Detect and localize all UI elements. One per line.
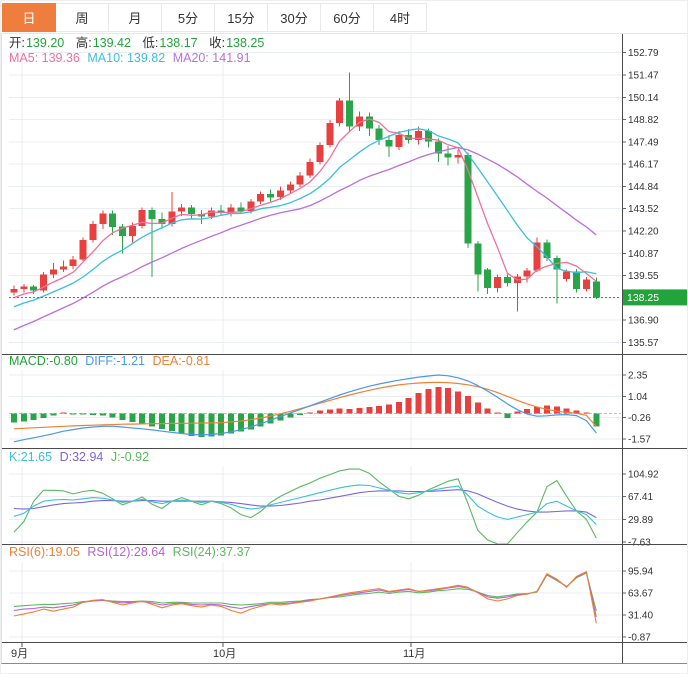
- tab-4hour[interactable]: 4时: [373, 3, 427, 32]
- tab-daily[interactable]: 日: [2, 3, 56, 32]
- svg-text:-7.63: -7.63: [628, 538, 651, 549]
- svg-text:139.55: 139.55: [628, 271, 659, 282]
- svg-text:9月: 9月: [11, 648, 28, 660]
- kdj-panel: 104.92 67.41 29.89 -7.63: [13, 468, 659, 549]
- svg-text:10月: 10月: [213, 648, 236, 660]
- panel-separators: [1, 34, 687, 664]
- svg-text:148.82: 148.82: [628, 115, 659, 126]
- tab-monthly[interactable]: 月: [108, 3, 162, 32]
- macd-panel: 2.35 1.04 -0.26 -1.57: [9, 371, 651, 445]
- current-price-line: 138.25: [9, 289, 687, 306]
- svg-text:144.84: 144.84: [628, 182, 659, 193]
- tab-30min[interactable]: 30分: [267, 3, 321, 32]
- svg-text:135.57: 135.57: [628, 338, 659, 349]
- svg-text:104.92: 104.92: [628, 470, 659, 481]
- svg-text:-1.57: -1.57: [628, 434, 651, 445]
- svg-text:-0.87: -0.87: [628, 633, 651, 644]
- svg-text:95.94: 95.94: [628, 567, 653, 578]
- svg-text:1.04: 1.04: [628, 392, 648, 403]
- svg-text:136.90: 136.90: [628, 316, 659, 327]
- svg-text:146.17: 146.17: [628, 160, 659, 171]
- svg-text:67.41: 67.41: [628, 492, 653, 503]
- rsi-panel: 95.94 63.67 31.40 -0.87: [13, 567, 653, 644]
- svg-text:29.89: 29.89: [628, 515, 653, 526]
- svg-text:152.79: 152.79: [628, 48, 659, 59]
- tab-60min[interactable]: 60分: [320, 3, 374, 32]
- svg-text:11月: 11月: [403, 648, 425, 660]
- svg-text:142.20: 142.20: [628, 226, 659, 237]
- tab-5min[interactable]: 5分: [161, 3, 215, 32]
- svg-text:140.87: 140.87: [628, 249, 659, 260]
- timeframe-tabs: 日 周 月 5分 15分 30分 60分 4时: [1, 1, 687, 34]
- svg-text:150.14: 150.14: [628, 93, 659, 104]
- svg-text:-0.26: -0.26: [628, 413, 651, 424]
- ma-lines: [13, 118, 597, 331]
- svg-text:138.25: 138.25: [627, 292, 659, 304]
- svg-text:31.40: 31.40: [628, 611, 653, 622]
- svg-text:147.49: 147.49: [628, 137, 659, 148]
- chart-canvas[interactable]: 138.25 152.79 151.47 150.14 148.82 147.49 146.…: [1, 34, 687, 673]
- time-axis: 9月 10月 11月: [11, 642, 425, 660]
- svg-text:151.47: 151.47: [628, 70, 659, 81]
- candlesticks: [10, 72, 600, 312]
- svg-text:63.67: 63.67: [628, 589, 653, 600]
- svg-text:2.35: 2.35: [628, 371, 648, 382]
- tab-weekly[interactable]: 周: [55, 3, 109, 32]
- svg-text:143.52: 143.52: [628, 204, 659, 215]
- tab-15min[interactable]: 15分: [214, 3, 268, 32]
